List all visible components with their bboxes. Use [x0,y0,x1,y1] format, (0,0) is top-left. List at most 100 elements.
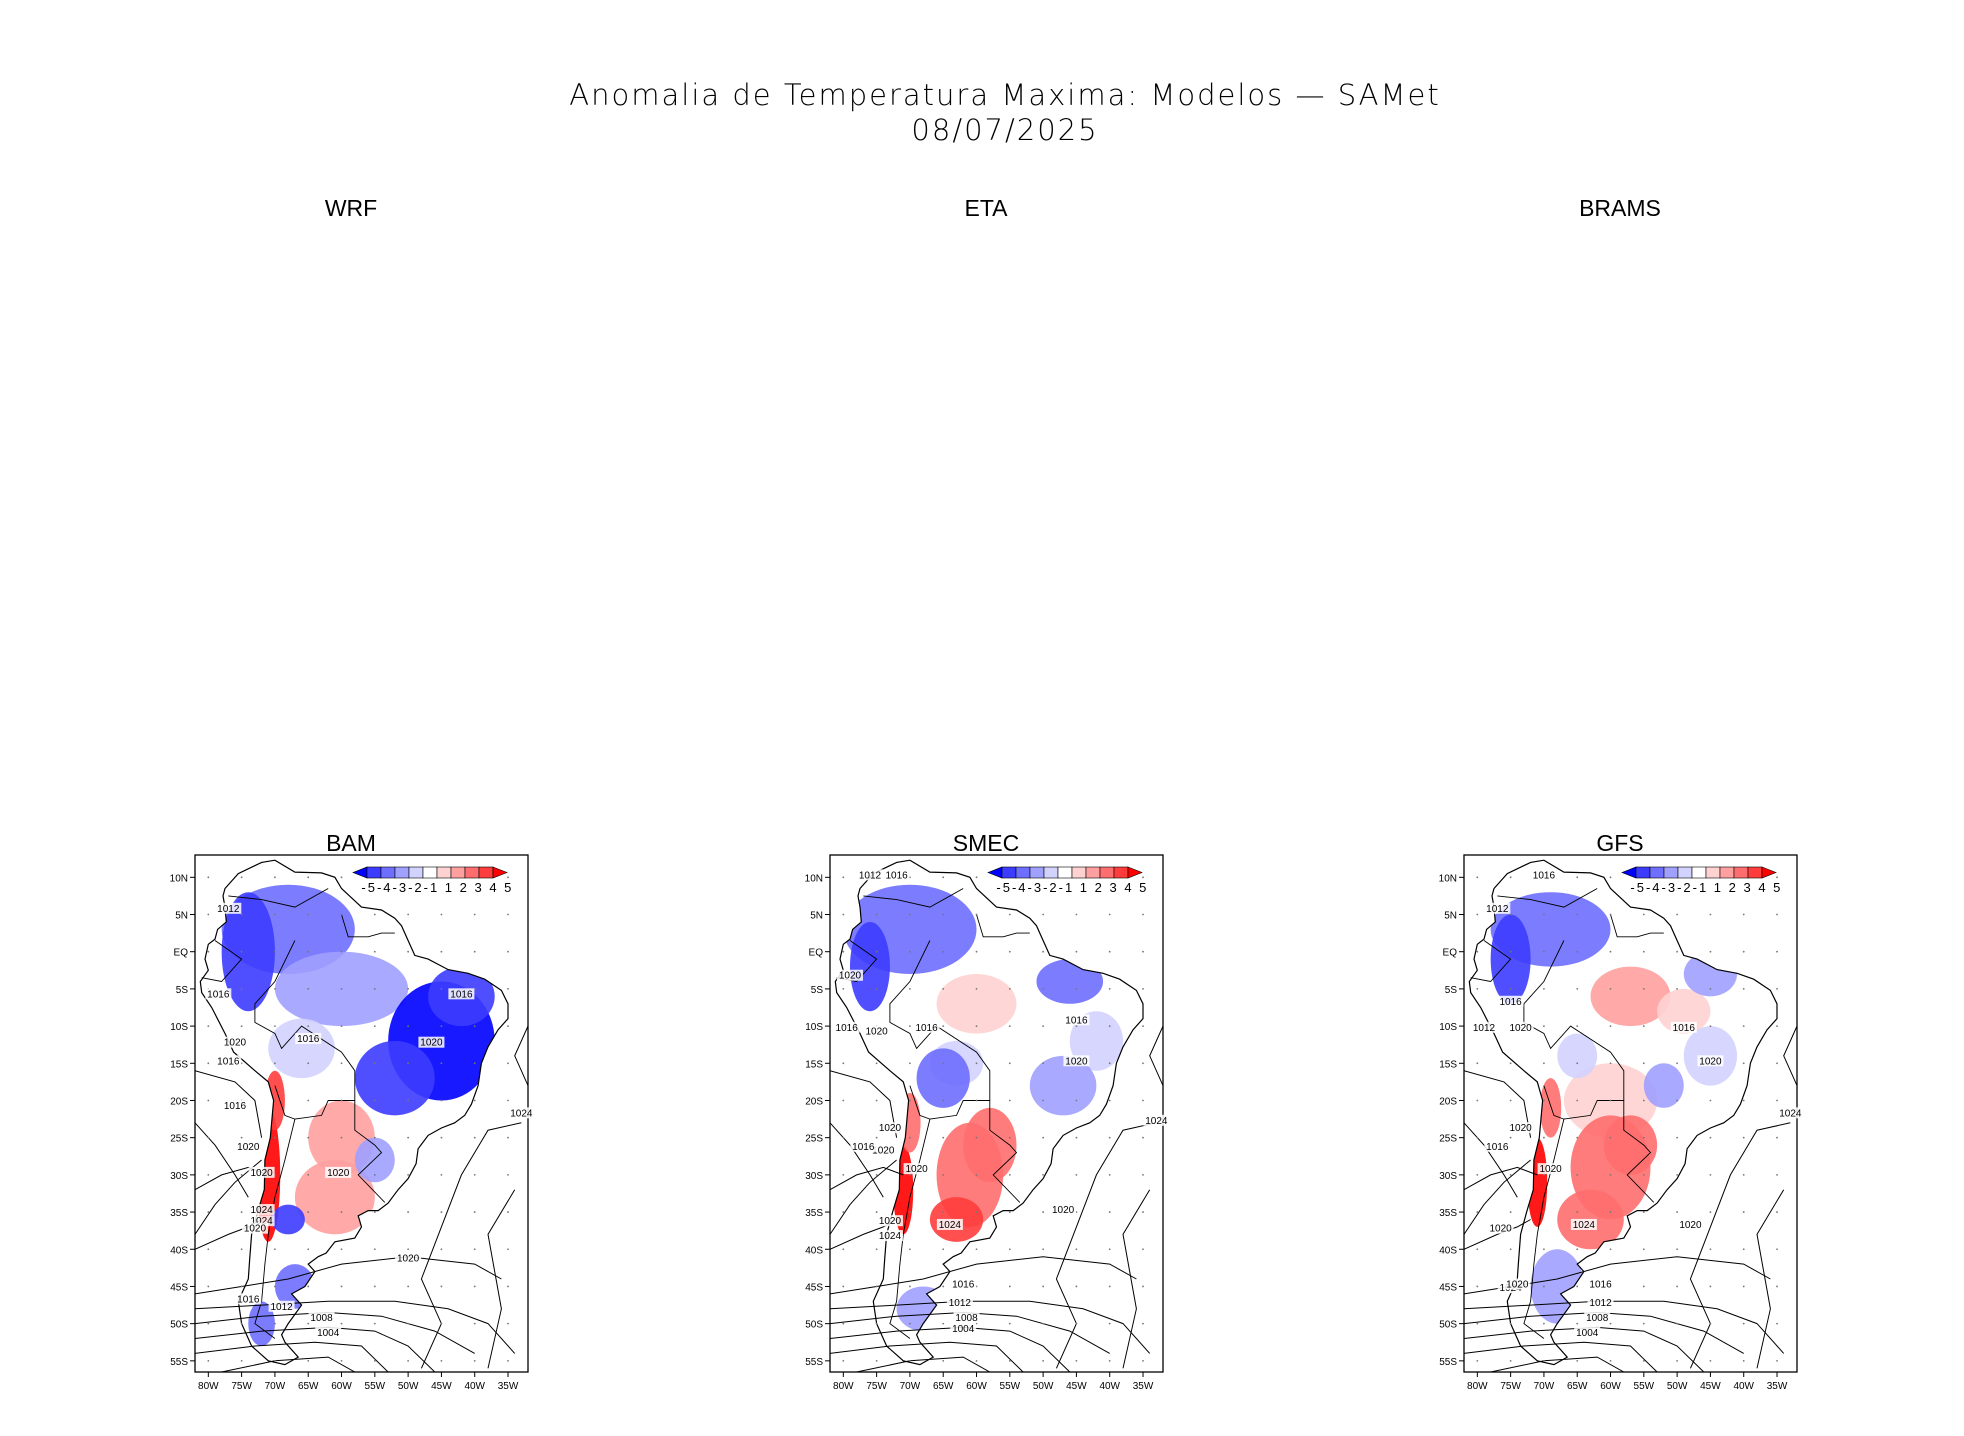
lat-tick-label: 50S [1439,1320,1457,1331]
isobar-label-bg [1537,1163,1564,1175]
isobar-line [1149,1025,1163,1086]
isobar-line [1122,1189,1151,1369]
isobar-label-bg [221,1036,248,1048]
grid-dot [240,1248,243,1251]
lat-tick-label: 15S [1439,1059,1457,1070]
grid-dot [1742,1099,1745,1102]
grid-dot [942,1211,945,1213]
isobar-label-bg [1677,1218,1704,1230]
isobar-label: 1020 [1052,1205,1075,1216]
grid-dot [942,1173,945,1176]
grid-dot [875,1099,878,1102]
grid-dot [1576,1285,1579,1288]
grid-dot [1075,913,1078,916]
grid-dot [1776,1173,1778,1176]
grid-dot [1008,1248,1011,1251]
isobar-label: 1004 [317,1328,340,1339]
grid-dot [1509,1099,1512,1102]
grid-dot [975,1099,978,1102]
isobar-line [1464,1326,1705,1372]
grid-dot [875,913,878,916]
grid-dot [1676,1062,1679,1065]
grid-dot [975,1062,978,1065]
grid-dot [1509,1322,1512,1325]
colorbar-swatch [436,866,452,879]
colorbar-swatch [1001,866,1017,879]
grid-dot [1709,987,1712,990]
lon-tick-label: 50W [398,1381,419,1392]
grid-dot [1142,913,1144,916]
grid-dot [507,1025,509,1027]
grid-dot [1709,1025,1712,1027]
isobar-label: 1012 [949,1298,972,1309]
isobar-label-bg [1777,1107,1804,1119]
grid-dot [1108,1285,1111,1288]
grid-dot [1509,1211,1512,1213]
grid-dot [307,1322,310,1325]
grid-dot [875,987,878,990]
grid-dot [340,1062,343,1065]
grid-dot [1509,913,1512,916]
grid-dot [1642,1285,1645,1288]
isobar-label-bg [448,988,475,1000]
anomaly-area [271,1204,305,1235]
isobar-line [221,1356,356,1372]
grid-dot [1676,1173,1679,1176]
grid-dot [1609,1099,1612,1102]
isobar-label: 1004 [1576,1328,1599,1339]
panel-title-wrf: WRF [324,195,378,221]
grid-dot [1776,1062,1778,1065]
isobar-line [195,1122,249,1198]
isobar-label: 1020 [1509,1023,1532,1034]
isobar-label-bg [1507,1021,1534,1033]
grid-dot [1642,1248,1645,1251]
colorbar-swatch [1085,866,1101,879]
country-border [863,888,964,908]
country-border [341,914,395,938]
grid-dot [407,1099,410,1102]
colorbar-swatch [1649,866,1665,879]
grid-dot [240,1025,243,1027]
grid-dot [1509,1173,1512,1176]
grid-dot [1543,1248,1545,1251]
isobar-label: 1016 [207,989,230,1000]
isobar-label: 1008 [310,1313,333,1324]
graticule [1476,876,1778,1362]
grid-dot [507,1136,509,1139]
grid-dot [1042,1062,1045,1065]
isobar-label-bg [508,1107,535,1119]
grid-dot [1543,1211,1545,1213]
grid-dot [1042,1285,1045,1288]
lat-tick-label: 5S [176,985,189,996]
lon-tick-label: 70W [900,1381,921,1392]
isobar-label: 1012 [1589,1298,1612,1309]
grid-dot [942,1248,945,1251]
grid-dot [1075,1322,1078,1325]
graticule [207,876,509,1362]
grid-dot [473,913,476,916]
isobar-label-bg [235,1293,262,1305]
grid-dot [1008,1322,1011,1325]
grid-dot [274,876,276,879]
grid-dot [507,1211,509,1213]
grid-dot [340,1099,343,1102]
lat-tick-label: 5S [1445,985,1458,996]
grid-dot [207,950,210,953]
grid-dot [407,1211,410,1213]
grid-dot [1008,987,1011,990]
lat-tick-label: 30S [170,1171,188,1182]
grid-dot [1609,987,1612,990]
grid-dot [340,1248,343,1251]
grid-dot [507,913,509,916]
lat-tick-label: EQ [1443,948,1458,959]
grid-dot [1042,987,1045,990]
lon-tick-label: 75W [231,1381,252,1392]
lat-tick-label: 10N [1439,873,1457,884]
grid-dot [1075,1359,1078,1362]
grid-dot [1108,1322,1111,1325]
grid-dot [1742,1173,1745,1176]
grid-dot [1008,1099,1011,1102]
lon-tick-label: 35W [1133,1381,1154,1392]
grid-dot [1075,950,1078,953]
grid-dot [1142,1025,1144,1027]
